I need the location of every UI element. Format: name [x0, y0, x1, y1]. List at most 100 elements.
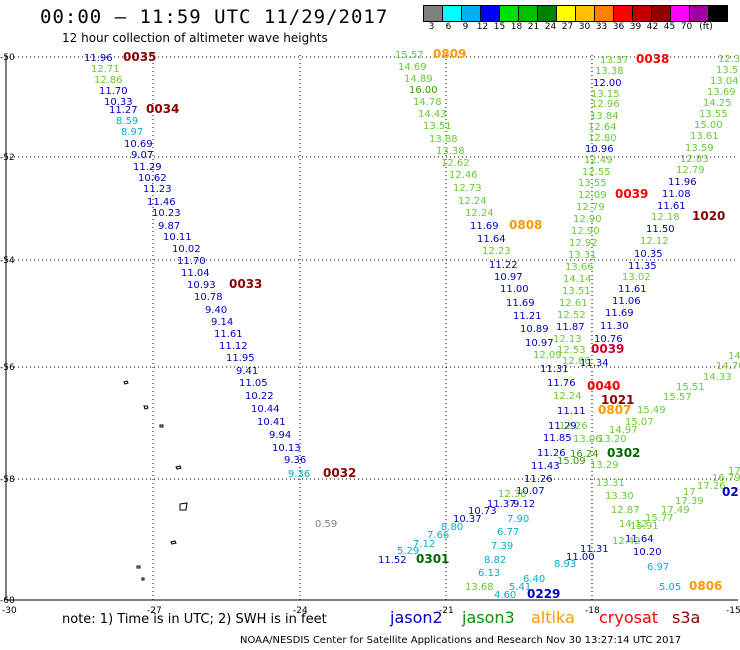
wave-height-label: 13.38	[436, 146, 465, 157]
color-legend	[423, 5, 728, 22]
wave-height-label: 11.00	[566, 552, 595, 563]
wave-height-label: 13.51	[562, 286, 591, 297]
wave-height-label: 10.33	[104, 97, 133, 108]
wave-height-label: 12.24	[553, 391, 582, 402]
wave-height-label: 11.85	[543, 433, 572, 444]
wave-height-label: 12.64	[588, 122, 617, 133]
map-title: 00:00 – 11:59 UTC 11/29/2017	[40, 6, 389, 28]
wave-height-label: 13.30	[605, 491, 634, 502]
wave-height-label: 14.43	[418, 109, 447, 120]
wave-height-label: 15.51	[676, 382, 705, 393]
wave-height-label: 10.07	[516, 486, 545, 497]
wave-height-label: 17	[683, 487, 696, 498]
wave-height-label: 15.09	[557, 456, 586, 467]
wave-height-label: 11.96	[84, 53, 113, 64]
legend-label: 27	[561, 22, 574, 32]
pass-time-label: 1021	[601, 393, 634, 407]
satellite-jason3: jason3	[462, 608, 515, 627]
wave-height-label: 12.12	[640, 236, 669, 247]
legend-swatch	[708, 5, 728, 22]
wave-height-label: 12.71	[91, 64, 120, 75]
wave-height-label: 13.68	[465, 582, 494, 593]
wave-height-label: 11.76	[547, 378, 576, 389]
legend-label: 70	[680, 22, 693, 32]
wave-height-label: 12.18	[651, 212, 680, 223]
wave-height-label: 14.97	[609, 425, 638, 436]
wave-height-label: 12.92	[569, 238, 598, 249]
pass-time-label: 0035	[123, 50, 156, 64]
legend-label: 6	[445, 22, 452, 32]
wave-height-label: 12.42	[612, 536, 641, 547]
wave-height-label: 15.57	[663, 392, 692, 403]
wave-height-label: 17	[728, 466, 740, 477]
wave-height-label: 9.94	[269, 430, 291, 441]
wave-height-label: 11.34	[580, 358, 609, 369]
lat-label: -50	[0, 53, 15, 63]
wave-height-label: 10.76	[594, 334, 623, 345]
wave-height-label: 12.90	[571, 226, 600, 237]
wave-height-label: 10.11	[163, 232, 192, 243]
wave-height-label: 9.36	[288, 469, 310, 480]
wave-height-label: 14.70	[716, 361, 740, 372]
wave-height-label: 11.29	[548, 421, 577, 432]
wave-height-label: 12.80	[588, 133, 617, 144]
wave-height-label: 7.39	[491, 541, 513, 552]
pass-time-label: 0806	[689, 579, 722, 593]
wave-height-label: 13.20	[598, 434, 627, 445]
wave-height-label: 12.79	[576, 202, 605, 213]
wave-height-label: 7.90	[507, 514, 529, 525]
wave-height-label: 10.13	[272, 443, 301, 454]
wave-height-label: 10.97	[525, 338, 554, 349]
wave-height-label: 10.23	[152, 208, 181, 219]
wave-height-label: 12.46	[449, 170, 478, 181]
pass-time-label: 1020	[692, 209, 725, 223]
wave-height-label: 12.3	[718, 54, 740, 65]
wave-height-label: 10.35	[634, 249, 663, 260]
wave-height-label: 13.88	[429, 134, 458, 145]
footer-note: note: 1) Time is in UTC; 2) SWH is in fe…	[62, 612, 327, 627]
wave-height-label: 8.82	[484, 555, 506, 566]
wave-height-label: 12.55	[582, 167, 611, 178]
wave-height-label: 13.61	[690, 131, 719, 142]
wave-height-label: 11.95	[226, 353, 255, 364]
wave-height-label: 12.00	[593, 78, 622, 89]
wave-height-label: 12.79	[676, 165, 705, 176]
lat-label: -58	[0, 475, 15, 485]
wave-height-label: 10.96	[585, 144, 614, 155]
wave-height-label: 13.04	[710, 76, 739, 87]
pass-time-label: 0032	[323, 466, 356, 480]
wave-height-label: 12.13	[553, 334, 582, 345]
legend-label: 24	[544, 22, 557, 32]
pass-time-label: 0038	[636, 52, 669, 66]
wave-height-label: 13.31	[596, 478, 625, 489]
wave-height-label: 11.96	[668, 177, 697, 188]
wave-height-label: 13.15	[591, 89, 620, 100]
wave-height-label: 11.87	[556, 322, 585, 333]
wave-height-label: 12.53	[557, 345, 586, 356]
wave-height-label: 11.64	[477, 234, 506, 245]
lon-label: -27	[147, 606, 162, 616]
pass-time-label: 0039	[615, 187, 648, 201]
lon-label: -21	[439, 606, 454, 616]
wave-height-label: 12.73	[453, 183, 482, 194]
lon-label: -15	[726, 606, 740, 616]
legend-label: 42	[646, 22, 659, 32]
wave-height-label: 6.77	[497, 527, 519, 538]
wave-height-label: 11.21	[513, 311, 542, 322]
wave-height-label: 12.24	[465, 208, 494, 219]
wave-height-label: 10.44	[251, 404, 280, 415]
wave-height-label: 8.59	[116, 116, 138, 127]
wave-height-label: 14.12	[619, 519, 648, 530]
wave-height-label: 8.97	[121, 127, 143, 138]
lon-label: -18	[585, 606, 600, 616]
lon-gridlines	[152, 55, 593, 600]
wave-height-label: 11.23	[143, 184, 172, 195]
lat-label: -56	[0, 363, 15, 373]
wave-height-label: 11.70	[99, 86, 128, 97]
legend-label: 3	[428, 22, 435, 32]
wave-height-label: 13.59	[685, 143, 714, 154]
wave-height-label: 11.08	[662, 189, 691, 200]
wave-height-label: 13.55	[699, 109, 728, 120]
wave-height-label: 13.31	[568, 250, 597, 261]
